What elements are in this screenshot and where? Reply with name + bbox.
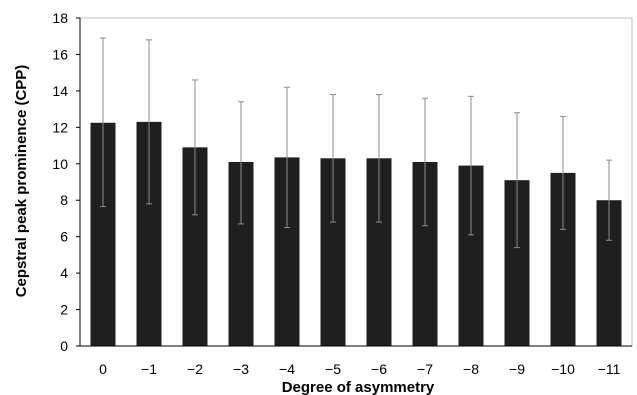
x-tick-label: 0 (99, 361, 107, 377)
x-axis-title: Degree of asymmetry (282, 379, 435, 395)
y-tick-label: 12 (52, 119, 68, 135)
error-bar-11 (606, 159, 612, 241)
y-tick-label: 18 (52, 10, 68, 26)
error-bar-0 (100, 37, 106, 208)
axes (79, 18, 632, 347)
y-tick-label: 2 (60, 302, 68, 318)
x-tick-label: −4 (279, 361, 295, 377)
x-tick-label: −2 (187, 361, 203, 377)
error-bar-5 (330, 94, 336, 223)
x-tick-label: −9 (509, 361, 525, 377)
y-tick-label: 16 (52, 46, 68, 62)
error-bar-2 (192, 79, 198, 216)
x-tick-label: −7 (417, 361, 433, 377)
y-axis-title: Cepstral peak prominence (CPP) (13, 65, 30, 298)
plot-frame (79, 17, 633, 347)
error-bar-6 (376, 94, 382, 223)
y-tick-label: 0 (60, 338, 68, 354)
y-tick-label: 10 (52, 156, 68, 172)
error-bar-10 (560, 115, 566, 230)
bars (90, 121, 622, 347)
error-bar-3 (238, 101, 244, 225)
x-tick-label: −10 (551, 361, 575, 377)
x-tick-label: −6 (371, 361, 387, 377)
error-bars (100, 37, 612, 249)
x-tick-label: −8 (463, 361, 479, 377)
x-tick-label: −5 (325, 361, 341, 377)
y-tick-labels: 0 2 4 6 8 10 12 14 16 18 (52, 10, 80, 354)
error-bar-1 (146, 39, 152, 205)
y-tick-label: 8 (60, 192, 68, 208)
x-tick-label: −1 (141, 361, 157, 377)
error-bar-4 (284, 86, 290, 229)
y-tick-label: 4 (60, 265, 68, 281)
x-tick-label: −11 (598, 361, 621, 377)
plot-area-border (79, 17, 633, 347)
x-tick-label: −3 (233, 361, 249, 377)
y-tick-label: 6 (60, 229, 68, 245)
y-tick-label: 14 (52, 83, 68, 99)
error-bar-7 (422, 97, 428, 227)
x-tick-labels: 0 −1 −2 −3 −4 −5 −6 −7 −8 −9 −10 −11 (99, 361, 620, 377)
error-bar-9 (514, 112, 520, 249)
error-bar-8 (468, 95, 474, 236)
